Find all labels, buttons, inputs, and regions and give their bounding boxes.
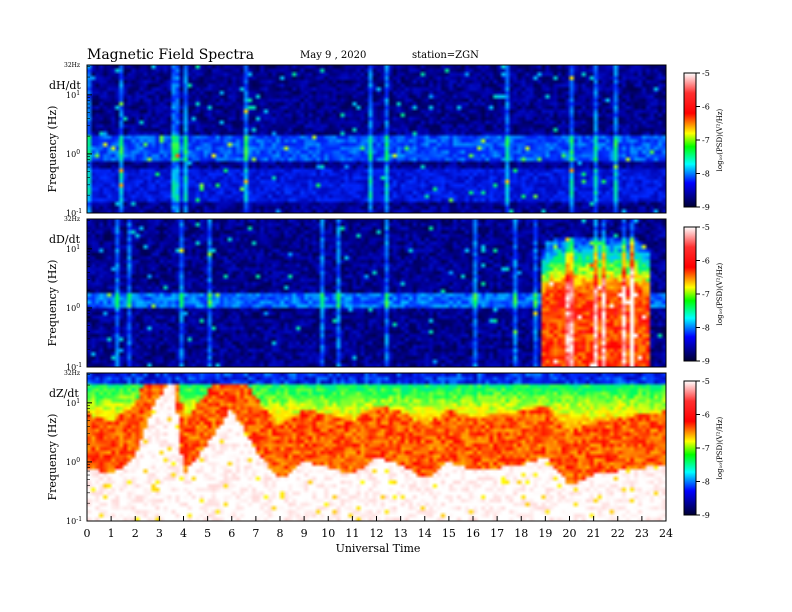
x-tick-label: 23	[635, 527, 649, 540]
figure-title: Magnetic Field Spectra	[87, 47, 254, 63]
colorbar-label: log₁₀(PSD)(V²/Hz)	[716, 416, 724, 479]
x-tick-label: 7	[252, 527, 259, 540]
y-tick-label: 100	[66, 149, 80, 159]
colorbar-dh-dt: -5 -6 -7 -8 -9 log₁₀(PSD)(V²/Hz)	[683, 69, 724, 212]
colorbar-tick-label: -8	[702, 324, 710, 333]
x-tick-label: 14	[418, 527, 432, 540]
y-tick-label: 101	[66, 90, 80, 100]
panel-frame	[86, 64, 667, 214]
colorbar-dd-dt: -5 -6 -7 -8 -9 log₁₀(PSD)(V²/Hz)	[683, 223, 724, 366]
x-axis-label: Universal Time	[336, 542, 421, 555]
x-tick-label: 17	[490, 527, 504, 540]
x-axis: 0 1 2 3 4 5 6 7 8 9 10 11 12 13 14 15 16 17 18 19 20 21 22 23 24	[84, 516, 673, 540]
x-tick-label: 4	[180, 527, 187, 540]
y-axis-label: Frequency (Hz)	[46, 414, 59, 501]
y-axis-label: Frequency (Hz)	[46, 106, 59, 193]
colorbar-scale	[683, 226, 697, 362]
top-frequency-label: 32Hz	[64, 370, 80, 377]
colorbar-scale	[683, 380, 697, 516]
colorbar-tick-label: -6	[702, 103, 710, 112]
x-tick-label: 6	[228, 527, 235, 540]
colorbar-tick-label: -6	[702, 257, 710, 266]
colorbar-tick-label: -9	[702, 511, 710, 520]
x-tick-label: 15	[442, 527, 456, 540]
x-tick-label: 19	[538, 527, 552, 540]
colorbar-tick-label: -6	[702, 411, 710, 420]
x-tick-label: 5	[204, 527, 211, 540]
spectrogram-dz-dt	[87, 373, 666, 521]
x-tick-label: 8	[277, 527, 284, 540]
colorbar-tick-label: -9	[702, 203, 710, 212]
panel-frame	[86, 218, 667, 368]
component-label: dZ/dt	[49, 387, 79, 400]
top-frequency-label: 32Hz	[64, 62, 80, 69]
y-tick-label: 101	[66, 244, 80, 254]
y-tick-label: 100	[66, 303, 80, 313]
x-tick-label: 2	[132, 527, 139, 540]
station-label: station=ZGN	[412, 50, 479, 61]
colorbar-tick-label: -5	[702, 223, 710, 232]
colorbar-tick-label: -5	[702, 69, 710, 78]
x-tick-label: 16	[466, 527, 480, 540]
x-tick-label: 12	[370, 527, 384, 540]
colorbar-tick-label: -9	[702, 357, 710, 366]
x-tick-label: 13	[394, 527, 408, 540]
x-tick-label: 18	[514, 527, 528, 540]
x-tick-label: 9	[301, 527, 308, 540]
x-tick-label: 10	[321, 527, 335, 540]
component-label: dD/dt	[49, 233, 81, 246]
colorbar-tick-label: -8	[702, 478, 710, 487]
spectrogram-dh-dt	[87, 65, 666, 213]
y-tick-label: 10-1	[66, 516, 82, 526]
date-label: May 9 , 2020	[300, 50, 366, 61]
x-tick-label: 11	[345, 527, 359, 540]
colorbar-tick-label: -8	[702, 170, 710, 179]
colorbar-tick-label: -5	[702, 377, 710, 386]
panel-dz-dt: dZ/dt 32Hz Frequency (Hz) 101 100 10-1	[46, 370, 667, 526]
x-tick-label: 1	[108, 527, 115, 540]
y-tick-label: 101	[66, 398, 80, 408]
x-tick-label: 3	[156, 527, 163, 540]
colorbar-dz-dt: -5 -6 -7 -8 -9 log₁₀(PSD)(V²/Hz)	[683, 377, 724, 520]
colorbar-label: log₁₀(PSD)(V²/Hz)	[716, 108, 724, 171]
component-label: dH/dt	[49, 79, 81, 92]
spectrogram-dd-dt	[87, 219, 666, 367]
colorbar-scale	[683, 72, 697, 208]
x-tick-label: 21	[587, 527, 601, 540]
colorbar-label: log₁₀(PSD)(V²/Hz)	[716, 262, 724, 325]
x-tick-label: 0	[84, 527, 91, 540]
y-tick-label: 10-1	[66, 208, 82, 218]
panel-dh-dt: dH/dt 32Hz Frequency (Hz) 101 100 10-1	[46, 62, 667, 218]
y-axis-label: Frequency (Hz)	[46, 260, 59, 347]
y-tick-label: 10-1	[66, 362, 82, 372]
x-tick-label: 24	[659, 527, 673, 540]
panel-dd-dt: dD/dt 32Hz Frequency (Hz) 101 100 10-1	[46, 216, 667, 372]
top-frequency-label: 32Hz	[64, 216, 80, 223]
x-tick-label: 20	[563, 527, 577, 540]
colorbar-tick-label: -7	[702, 136, 710, 145]
colorbar-tick-label: -7	[702, 444, 710, 453]
y-tick-label: 100	[66, 457, 80, 467]
x-tick-label: 22	[611, 527, 625, 540]
colorbar-tick-label: -7	[702, 290, 710, 299]
